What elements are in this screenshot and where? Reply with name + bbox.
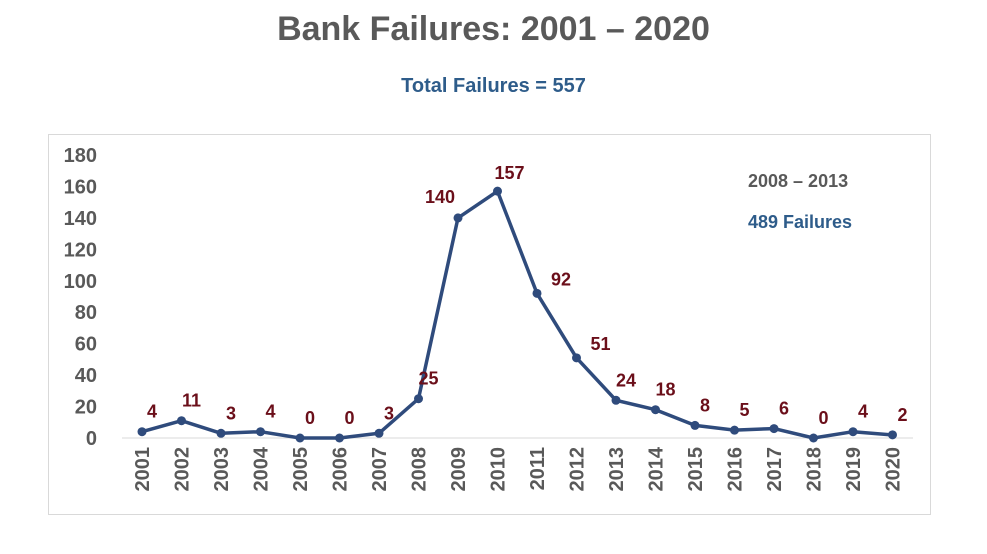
data-point (888, 430, 897, 440)
data-label: 25 (418, 369, 438, 389)
data-label: 51 (590, 334, 610, 354)
data-label: 24 (616, 370, 636, 390)
data-label: 92 (551, 269, 571, 289)
x-tick-label: 2013 (606, 447, 628, 492)
x-tick-label: 2001 (132, 447, 154, 492)
chart-subtitle: Total Failures = 557 (401, 75, 586, 97)
x-tick-label: 2008 (409, 447, 431, 492)
y-tick-label: 120 (64, 239, 97, 261)
data-point (572, 353, 581, 363)
data-point (532, 288, 542, 298)
data-point (611, 395, 621, 405)
x-tick-label: 2005 (290, 447, 312, 492)
x-tick-label: 2004 (251, 446, 273, 491)
x-tick-label: 2006 (330, 447, 352, 492)
annotation-failures: 489 Failures (748, 212, 852, 232)
data-label: 0 (818, 408, 828, 428)
y-tick-label: 140 (64, 208, 97, 230)
data-label: 157 (494, 163, 524, 183)
data-label: 3 (226, 403, 236, 423)
data-point (453, 213, 463, 223)
data-point (177, 416, 186, 426)
x-axis-ticks: 2001 2002 2003 2004 2005 2006 2007 2008 2009 2010… (132, 446, 905, 491)
x-tick-label: 2010 (488, 447, 510, 492)
data-label: 6 (779, 399, 789, 419)
annotation-year-range: 2008 – 2013 (748, 171, 848, 191)
y-tick-label: 180 (64, 145, 97, 167)
data-point (493, 186, 502, 196)
data-point (809, 433, 818, 443)
data-point (216, 428, 226, 438)
y-tick-label: 0 (86, 428, 97, 450)
data-label: 8 (700, 395, 710, 415)
data-labels: 4 11 3 4 0 0 3 25 140 157 92 51 24 18 8 5 6 0 4 2 (147, 163, 908, 428)
y-tick-label: 40 (75, 365, 97, 387)
x-tick-label: 2002 (172, 447, 194, 492)
data-point (335, 433, 344, 443)
data-points (137, 186, 897, 443)
y-tick-label: 160 (64, 176, 97, 198)
x-tick-label: 2009 (448, 447, 470, 492)
series-line (141, 189, 893, 440)
x-tick-label: 2019 (843, 447, 865, 492)
data-point (295, 433, 305, 443)
data-point (414, 394, 423, 404)
x-tick-label: 2011 (527, 447, 549, 490)
data-point (256, 427, 265, 437)
data-point (769, 424, 779, 434)
x-tick-label: 2020 (883, 447, 905, 492)
x-tick-label: 2012 (567, 447, 589, 492)
data-point (848, 427, 858, 437)
x-tick-label: 2003 (211, 447, 233, 492)
data-label: 4 (265, 402, 275, 422)
data-label: 18 (655, 380, 675, 400)
x-tick-label: 2007 (369, 447, 391, 492)
data-label: 4 (147, 402, 157, 422)
data-label: 2 (897, 405, 907, 425)
chart-title: Bank Failures: 2001 – 2020 (277, 10, 710, 48)
data-label: 140 (425, 187, 455, 207)
data-point (690, 420, 700, 430)
data-point (651, 405, 660, 415)
x-tick-label: 2014 (646, 446, 668, 491)
y-tick-label: 80 (75, 302, 97, 324)
data-label: 3 (384, 403, 394, 423)
x-tick-label: 2018 (804, 447, 826, 492)
data-label: 0 (305, 408, 315, 428)
data-point (730, 425, 739, 435)
data-label: 11 (182, 391, 201, 411)
data-label: 0 (344, 408, 354, 428)
data-point (137, 427, 147, 437)
plot-area-frame (48, 134, 931, 515)
data-label: 4 (858, 402, 868, 422)
x-tick-label: 2017 (764, 447, 786, 492)
data-point (374, 428, 384, 438)
x-tick-label: 2015 (685, 447, 707, 492)
y-tick-label: 100 (64, 271, 97, 293)
y-axis-ticks: 0 20 40 60 80 100 120 140 160 180 (64, 145, 97, 450)
y-tick-label: 60 (75, 334, 97, 356)
y-tick-label: 20 (75, 397, 97, 419)
x-tick-label: 2016 (725, 447, 747, 492)
data-label: 5 (739, 400, 749, 420)
